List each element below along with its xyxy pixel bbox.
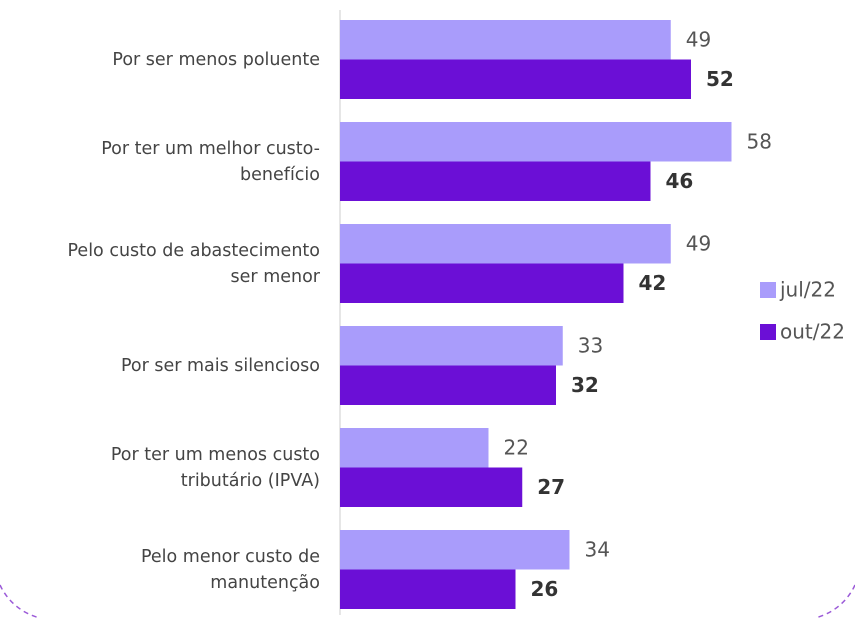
value-label: 32 [571,373,599,397]
value-label: 27 [537,475,565,499]
bar [340,224,671,264]
bar [340,263,624,303]
category-label: Por ser menos poluente [112,49,320,70]
decor-arc [814,584,855,618]
bar [340,467,523,507]
bar [340,569,516,609]
bar [340,20,671,60]
bar [340,428,489,468]
bar [340,326,563,366]
legend-label: jul/22 [779,278,836,302]
bar [340,365,556,405]
bar [340,122,732,162]
category-label: Por ter um melhor custo- benefício [101,138,320,185]
category-label: Por ter um menos custo tributário (IPVA) [110,444,320,491]
decor-arc [0,584,41,618]
value-label: 49 [686,27,711,51]
value-label: 49 [686,231,711,255]
value-label: 22 [504,435,529,459]
bar [340,161,651,201]
value-label: 33 [578,333,603,357]
value-label: 42 [639,271,667,295]
value-label: 52 [706,67,734,91]
legend-label: out/22 [780,320,845,344]
legend-swatch [760,324,776,340]
value-label: 46 [666,169,694,193]
legend-swatch [760,282,776,298]
category-label: Por ser mais silencioso [120,355,320,376]
value-label: 58 [747,129,772,153]
value-label: 26 [531,577,559,601]
category-label: Pelo custo de abastecimento ser menor [67,240,321,287]
bar [340,530,570,570]
bar [340,59,691,99]
value-label: 34 [585,537,610,561]
category-label: Pelo menor custo de manutenção [140,546,320,593]
